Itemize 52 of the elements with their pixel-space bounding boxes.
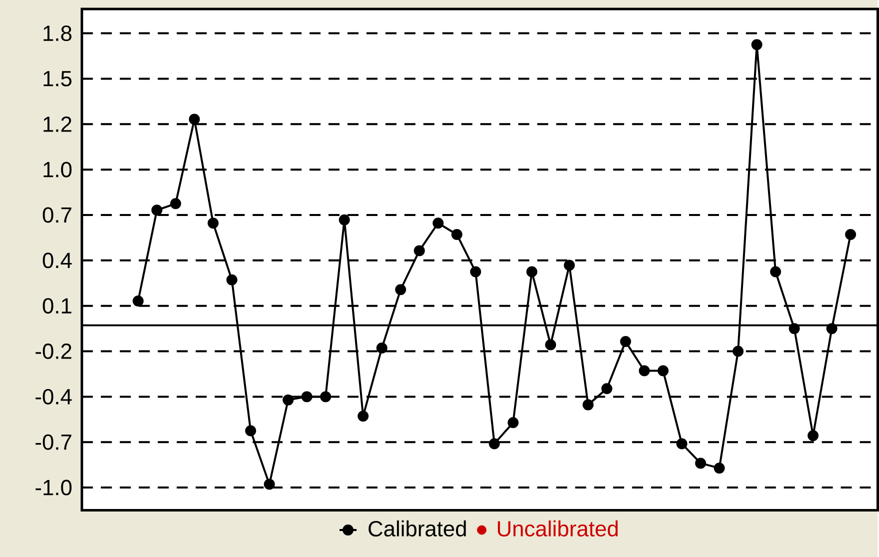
point — [676, 438, 688, 450]
point — [620, 336, 632, 347]
point — [582, 399, 594, 410]
point — [508, 417, 519, 428]
y-tick-label: 1.0 — [44, 162, 72, 178]
y-tick-label: 1.8 — [44, 25, 72, 41]
point — [395, 284, 406, 296]
point — [808, 430, 819, 442]
point — [826, 322, 838, 334]
point — [338, 214, 350, 226]
point — [470, 266, 482, 278]
point — [488, 438, 500, 450]
point — [695, 458, 706, 469]
point — [301, 391, 312, 402]
point — [658, 365, 669, 376]
point — [226, 274, 238, 286]
point — [208, 218, 219, 229]
y-tick-label: 1.5 — [44, 71, 72, 86]
point — [432, 218, 444, 229]
point — [564, 260, 575, 271]
point — [358, 410, 369, 422]
y-tick-label: -0.7 — [36, 434, 72, 450]
point — [188, 114, 200, 125]
point — [132, 295, 144, 306]
point — [282, 394, 294, 406]
point — [770, 266, 782, 278]
point — [414, 245, 425, 256]
point — [638, 365, 650, 376]
point — [845, 228, 856, 240]
legend-label: Uncalibrated — [498, 520, 618, 536]
point — [601, 382, 612, 394]
point — [714, 462, 725, 474]
point — [732, 346, 744, 357]
y-tick-label: 0.1 — [42, 298, 72, 314]
point — [264, 478, 275, 490]
point — [376, 342, 388, 354]
point — [170, 198, 182, 210]
point — [526, 266, 538, 278]
point — [788, 322, 800, 334]
point — [451, 228, 462, 240]
point — [151, 204, 162, 216]
y-tick-label: 0.4 — [42, 252, 72, 268]
point — [751, 39, 762, 50]
point — [320, 391, 332, 402]
point — [545, 339, 556, 350]
y-tick-label: -0.2 — [36, 343, 72, 359]
y-tick-label: 0.7 — [42, 207, 72, 223]
point — [245, 425, 256, 436]
y-tick-label: -0.4 — [36, 388, 72, 404]
y-tick-label: 1.2 — [44, 116, 72, 132]
y-tick-label: -1.0 — [36, 480, 72, 496]
legend-label: Calibrated — [368, 520, 466, 536]
